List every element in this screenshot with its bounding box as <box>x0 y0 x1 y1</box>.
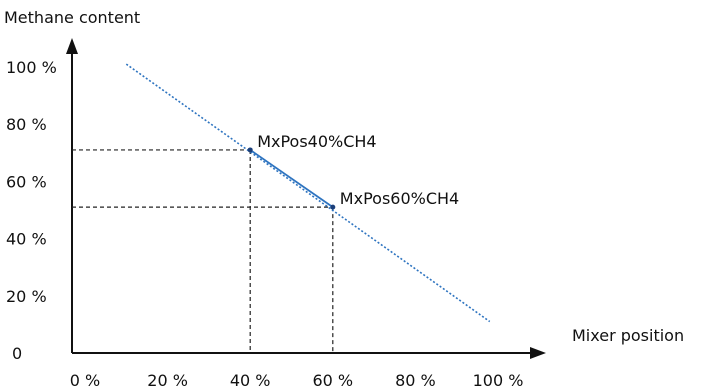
guide-lines <box>72 149 334 353</box>
y-tick-label: 100 % <box>6 58 57 77</box>
y-axis-arrow <box>66 38 78 54</box>
x-axis-arrow <box>530 347 546 359</box>
y-tick-label: 20 % <box>6 287 47 306</box>
data-point <box>330 204 336 210</box>
data-point <box>247 147 253 153</box>
series-lines <box>125 63 491 323</box>
x-tick-label: 20 % <box>147 371 188 390</box>
point-annotation: MxPos40%CH4 <box>257 132 376 151</box>
segment-line-solid <box>249 149 334 208</box>
x-tick-label: 100 % <box>473 371 524 390</box>
data-points <box>247 147 336 210</box>
y-tick-label: 60 % <box>6 172 47 191</box>
y-tick-label: 0 <box>12 344 22 363</box>
x-tick-label: 0 % <box>70 371 100 390</box>
point-annotation: MxPos60%CH4 <box>340 189 459 208</box>
x-tick-labels: 0 % 20 % 40 % 60 % 80 % 100 % <box>70 371 524 390</box>
y-tick-label: 80 % <box>6 115 47 134</box>
x-tick-label: 40 % <box>230 371 271 390</box>
y-axis-title: Methane content <box>4 8 140 27</box>
y-tick-labels: 0 20 % 40 % 60 % 80 % 100 % <box>6 58 57 363</box>
x-tick-label: 60 % <box>312 371 353 390</box>
x-axis-title: Mixer position <box>572 326 684 345</box>
x-tick-label: 80 % <box>395 371 436 390</box>
annotations: MxPos40%CH4 MxPos60%CH4 <box>257 132 459 208</box>
y-tick-label: 40 % <box>6 230 47 249</box>
